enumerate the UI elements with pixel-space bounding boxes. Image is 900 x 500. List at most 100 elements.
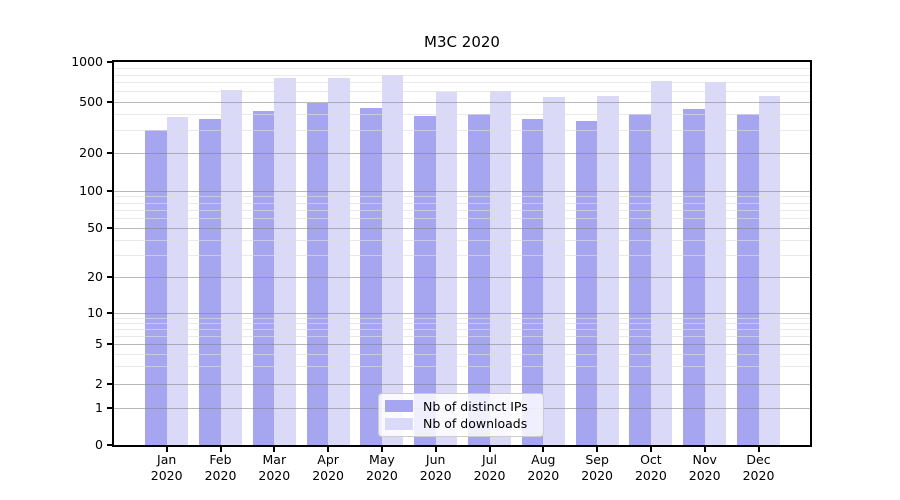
x-tick-month: Jan: [157, 452, 177, 467]
y-tick-mark: [107, 444, 112, 446]
minor-gridline: [114, 353, 810, 355]
x-tick-year: 2020: [365, 468, 398, 483]
y-tick-mark: [107, 100, 112, 103]
bar: [629, 114, 651, 445]
x-tick-month: Mar: [262, 452, 287, 467]
x-tick-label: Aug 2020: [511, 452, 575, 484]
minor-gridline: [114, 335, 810, 337]
minor-gridline: [114, 322, 810, 324]
minor-gridline: [114, 196, 810, 198]
minor-gridline: [114, 240, 810, 242]
x-tick-year: 2020: [419, 468, 452, 483]
x-tick-month: Apr: [317, 452, 339, 467]
x-tick-label: Apr 2020: [296, 452, 360, 484]
x-tick-month: Feb: [209, 452, 232, 467]
x-tick-label: Jun 2020: [404, 452, 468, 484]
y-tick-label: 2: [95, 375, 103, 391]
bar: [414, 115, 436, 445]
x-tick-mark: [165, 447, 168, 452]
y-tick-mark: [107, 406, 112, 409]
plot-area: [114, 62, 810, 445]
x-tick-year: 2020: [473, 468, 506, 483]
x-tick-year: 2020: [742, 468, 775, 483]
bar: [145, 130, 167, 445]
x-tick-mark: [703, 447, 706, 452]
y-tick-mark: [107, 343, 112, 346]
major-gridline: [114, 312, 810, 314]
y-tick-label: 20: [87, 268, 103, 284]
bar: [435, 92, 458, 445]
minor-gridline: [114, 255, 810, 257]
x-tick-mark: [273, 447, 276, 452]
y-tick-mark: [107, 311, 112, 314]
legend-item-downloads: Nb of downloads: [385, 415, 535, 432]
x-tick-mark: [649, 447, 652, 452]
minor-gridline: [114, 366, 810, 368]
bar: [650, 81, 673, 445]
x-tick-mark: [488, 447, 491, 452]
legend-swatch-distinct-ips: [385, 400, 413, 413]
x-tick-mark: [757, 447, 760, 452]
major-gridline: [114, 153, 810, 155]
minor-gridline: [114, 114, 810, 116]
bar: [575, 121, 598, 445]
x-tick-year: 2020: [527, 468, 560, 483]
y-tick-label: 10: [87, 304, 103, 320]
x-tick-mark: [434, 447, 437, 452]
x-tick-year: 2020: [634, 468, 667, 483]
bar: [220, 90, 242, 445]
bar: [704, 82, 727, 445]
y-tick-mark: [107, 275, 112, 278]
y-tick-label: 500: [79, 93, 103, 109]
x-tick-year: 2020: [258, 468, 291, 483]
x-tick-month: Nov: [692, 452, 717, 467]
bar: [306, 103, 329, 445]
legend-swatch-downloads: [385, 417, 413, 430]
legend-item-distinct-ips: Nb of distinct IPs: [385, 398, 535, 415]
x-tick-label: Sep 2020: [565, 452, 629, 484]
minor-gridline: [114, 130, 810, 132]
major-gridline: [114, 190, 810, 192]
bar: [597, 95, 619, 445]
minor-gridline: [114, 210, 810, 212]
x-tick-year: 2020: [150, 468, 183, 483]
y-tick-mark: [107, 61, 112, 63]
bar: [166, 117, 189, 445]
bar: [489, 91, 511, 445]
x-tick-label: Nov 2020: [673, 452, 737, 484]
bar: [252, 110, 275, 445]
x-tick-label: May 2020: [350, 452, 414, 484]
x-tick-label: Jan 2020: [135, 452, 199, 484]
x-tick-month: May: [368, 452, 395, 467]
minor-gridline: [114, 82, 810, 84]
x-tick-mark: [380, 447, 383, 452]
y-tick-label: 50: [87, 220, 103, 236]
bar: [543, 97, 565, 445]
x-tick-label: Jul 2020: [458, 452, 522, 484]
y-tick-label: 200: [79, 145, 103, 161]
minor-gridline: [114, 74, 810, 76]
chart-title: M3C 2020: [424, 33, 500, 51]
bar: [274, 78, 296, 445]
legend: Nb of distinct IPs Nb of downloads: [378, 393, 544, 437]
x-tick-year: 2020: [204, 468, 237, 483]
x-tick-mark: [542, 447, 545, 452]
y-tick-label: 0: [95, 437, 103, 452]
y-tick-mark: [107, 382, 112, 385]
x-tick-month: Sep: [585, 452, 609, 467]
x-tick-mark: [327, 447, 330, 452]
x-tick-label: Oct 2020: [619, 452, 683, 484]
major-gridline: [114, 101, 810, 103]
bar: [758, 96, 780, 445]
major-gridline: [114, 383, 810, 385]
legend-label-downloads: Nb of downloads: [423, 416, 528, 432]
x-tick-month: Jun: [425, 452, 446, 467]
bar: [360, 107, 382, 445]
x-tick-mark: [596, 447, 599, 452]
bar: [199, 118, 221, 445]
bar: [521, 119, 544, 445]
x-tick-year: 2020: [688, 468, 721, 483]
bar: [737, 114, 759, 445]
major-gridline: [114, 344, 810, 346]
